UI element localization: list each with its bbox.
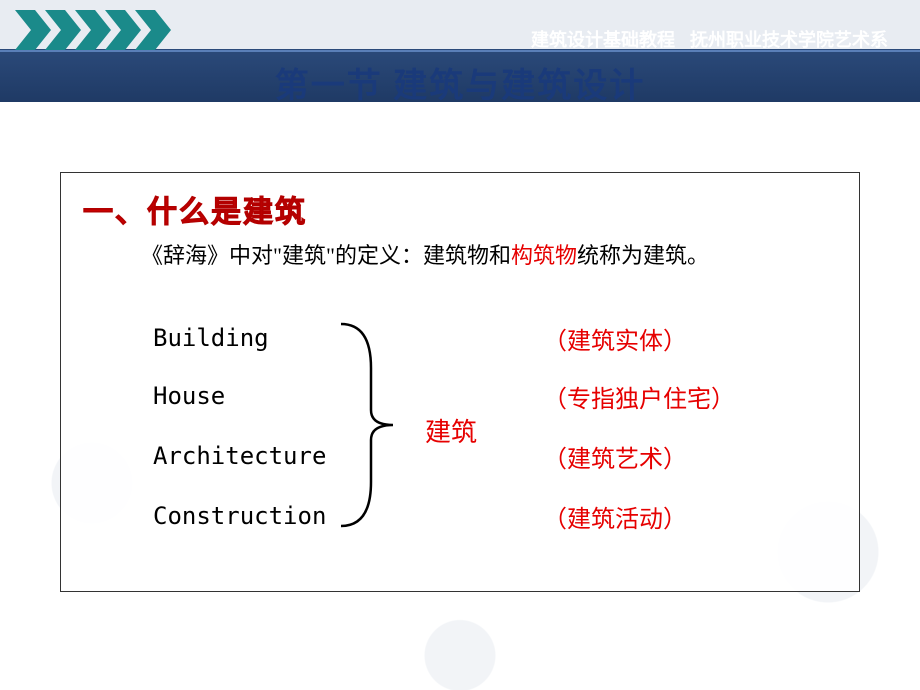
section-heading: 一、什么是建筑 [83, 187, 837, 231]
term-chinese: （建筑活动） [543, 499, 687, 534]
definition-pre: 《辞海》中对"建筑"的定义：建筑物和 [141, 243, 511, 268]
content-box: 一、什么是建筑 《辞海》中对"建筑"的定义：建筑物和构筑物统称为建筑。 建筑 B… [60, 172, 860, 592]
definition-highlight: 构筑物 [511, 243, 577, 268]
term-row: Construction （建筑活动） [153, 502, 353, 530]
term-english: Building [153, 324, 353, 352]
term-english: Construction [153, 502, 353, 530]
chevron-arrows-icon [15, 10, 185, 50]
term-english: House [153, 382, 353, 410]
slide-title: 第一节 建筑与建筑设计 [275, 68, 646, 105]
term-chinese: （建筑实体） [543, 321, 687, 356]
dept-name: 抚州职业技术学院艺术系 [690, 30, 888, 50]
term-chinese: （建筑艺术） [543, 439, 687, 474]
term-row: Building （建筑实体） [153, 324, 353, 352]
course-name: 建筑设计基础教程 [531, 30, 675, 50]
term-chinese: （专指独户住宅） [543, 379, 735, 414]
definition-line: 《辞海》中对"建筑"的定义：建筑物和构筑物统称为建筑。 [141, 239, 837, 272]
header-text: 建筑设计基础教程 抚州职业技术学院艺术系 [531, 26, 888, 52]
definition-post: 统称为建筑。 [577, 243, 709, 268]
term-english: Architecture [153, 442, 353, 470]
slide-title-row: 第一节 建筑与建筑设计 [0, 58, 920, 107]
terms-area: 建筑 Building （建筑实体） House （专指独户住宅） Archit… [153, 324, 837, 564]
brace-label: 建筑 [425, 412, 477, 449]
term-row: House （专指独户住宅） [153, 382, 353, 410]
term-row: Architecture （建筑艺术） [153, 442, 353, 470]
